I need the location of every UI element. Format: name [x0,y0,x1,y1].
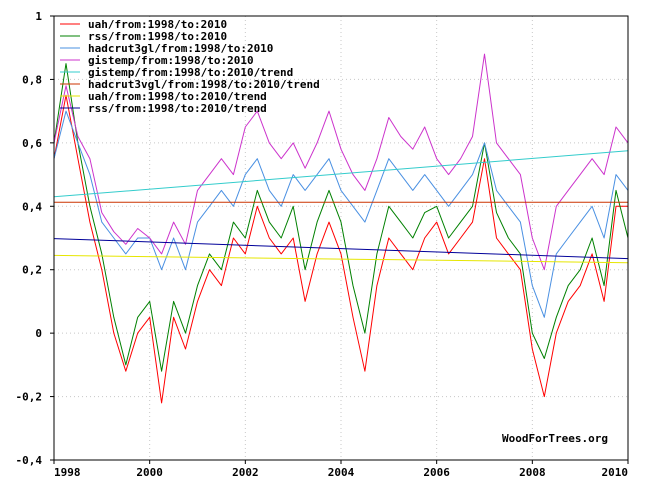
legend-label-1: rss/from:1998/to:2010 [88,30,227,43]
y-tick-label-7: 1 [35,10,42,23]
series-line-6 [53,254,629,264]
legend-label-7: rss/from:1998/to:2010/trend [88,102,267,115]
series-line-3 [53,53,629,271]
y-tick-label-6: 0,8 [22,73,42,86]
x-tick-label-2: 2002 [232,466,259,479]
x-tick-label-1: 2000 [136,466,163,479]
legend-label-2: hadcrut3gl/from:1998/to:2010 [88,42,273,55]
series-line-0 [53,94,628,404]
y-tick-label-4: 0,4 [22,200,42,213]
series-line-1 [53,63,629,372]
legend-label-0: uah/from:1998/to:2010 [88,18,227,31]
legend: uah/from:1998/to:2010rss/from:1998/to:20… [60,18,320,115]
legend-label-6: uah/from:1998/to:2010/trend [88,90,267,103]
series-line-7 [53,238,629,260]
series-layer [53,53,629,404]
x-tick-label-4: 2006 [423,466,450,479]
y-tick-label-5: 0,6 [22,137,42,150]
legend-label-5: hadcrut3vgl/from:1998/to:2010/trend [88,78,320,91]
y-tick-label-1: -0,2 [16,391,43,404]
x-tick-label-5: 2008 [519,466,546,479]
series-line-4 [53,150,629,198]
x-tick-label-6: 2010 [602,466,629,479]
credit-label: WoodForTrees.org [502,432,608,445]
x-axis: 1998 2000 2002 2004 2006 2008 2010 [53,460,629,479]
legend-label-4: gistemp/from:1998/to:2010/trend [88,66,293,79]
y-tick-label-3: 0,2 [22,264,42,277]
y-tick-label-0: -0,4 [16,454,43,467]
y-tick-label-2: 0 [35,327,42,340]
x-tick-label-0: 1998 [54,466,81,479]
legend-label-3: gistemp/from:1998/to:2010 [88,54,254,67]
y-axis: -0,4 -0,2 0 0,2 0,4 0,6 0,8 1 [16,10,54,467]
x-tick-label-3: 2004 [328,466,355,479]
